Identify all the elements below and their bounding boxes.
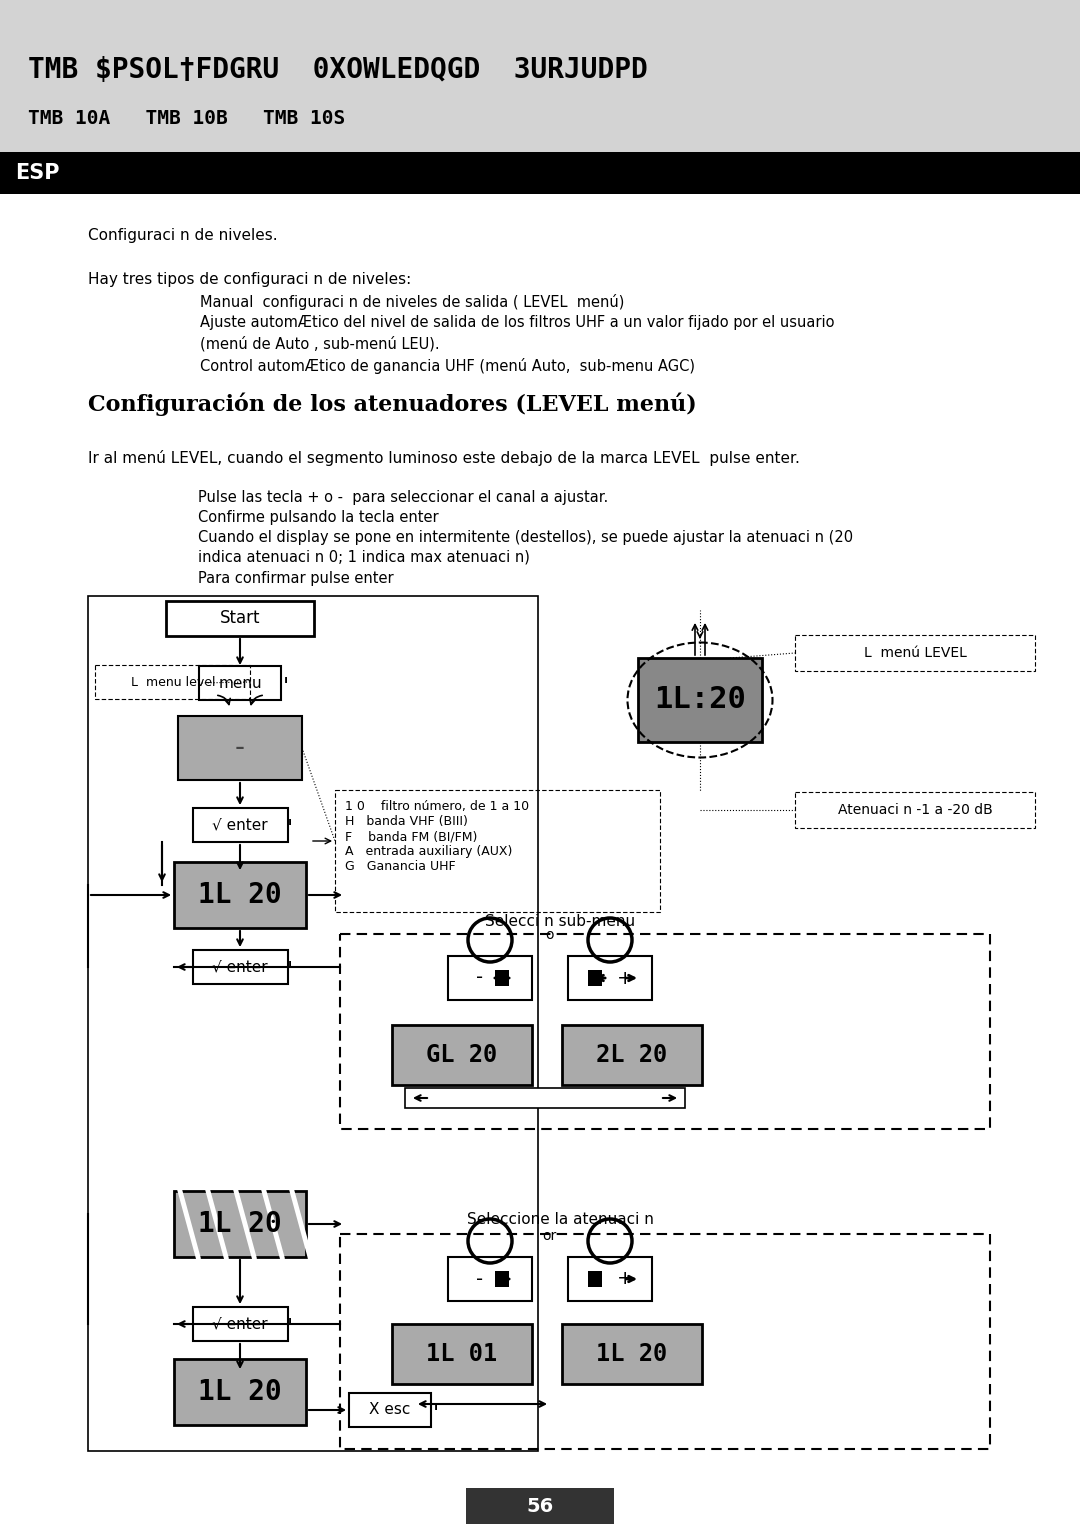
Bar <box>340 935 990 1128</box>
Bar <box>448 956 532 1000</box>
Text: ': ' <box>433 1403 440 1425</box>
Text: Confirme pulsando la tecla enter: Confirme pulsando la tecla enter <box>198 510 438 525</box>
Text: 2L 20: 2L 20 <box>596 1043 667 1067</box>
Text: Hay tres tipos de configuraci n de niveles:: Hay tres tipos de configuraci n de nivel… <box>87 272 411 287</box>
Text: -: - <box>476 1269 484 1289</box>
Text: 1L 20: 1L 20 <box>198 1209 282 1238</box>
Bar <box>795 793 1035 828</box>
Text: 1L 01: 1L 01 <box>427 1342 498 1367</box>
Text: ': ' <box>283 676 289 696</box>
Text: o: o <box>544 928 553 942</box>
Text: 1L 20: 1L 20 <box>596 1342 667 1367</box>
Bar <box>178 716 302 780</box>
Text: L  menu level: L menu level <box>131 675 215 689</box>
Bar <box>568 956 652 1000</box>
Bar <box>588 970 602 986</box>
Text: 1L 20: 1L 20 <box>198 1377 282 1406</box>
Bar <box>174 1359 306 1425</box>
Bar <box>795 635 1035 670</box>
Bar <box>335 789 660 912</box>
Text: TMB $PSOL†FDGRU  0XOWLEDQGD  3URJUDPD: TMB $PSOL†FDGRU 0XOWLEDQGD 3URJUDPD <box>28 56 648 84</box>
Text: GL 20: GL 20 <box>427 1043 498 1067</box>
Bar <box>392 1324 532 1383</box>
Bar <box>495 1270 509 1287</box>
Text: Ajuste automÆtico del nivel de salida de los filtros UHF a un valor fijado por e: Ajuste automÆtico del nivel de salida de… <box>200 315 835 330</box>
Text: 1 0    filtro número, de 1 a 10
H   banda VHF (BIII)
F    banda FM (BI/FM)
A   e: 1 0 filtro número, de 1 a 10 H banda VHF… <box>345 800 529 873</box>
Bar <box>174 863 306 928</box>
Bar <box>340 1234 990 1449</box>
Text: ': ' <box>287 818 293 838</box>
Bar <box>193 808 288 841</box>
Bar <box>0 153 1080 194</box>
Text: -: - <box>476 968 484 988</box>
Text: or: or <box>542 1229 556 1243</box>
Bar <box>193 950 288 983</box>
Bar <box>562 1025 702 1086</box>
Text: ': ' <box>287 1318 293 1338</box>
Bar <box>405 1089 685 1109</box>
Text: Manual  configuraci n de niveles de salida ( LEVEL  menú): Manual configuraci n de niveles de salid… <box>200 295 624 310</box>
Text: √ enter: √ enter <box>212 1316 268 1332</box>
Bar <box>568 1257 652 1301</box>
Text: 1L:20: 1L:20 <box>654 686 746 715</box>
Text: Cuando el display se pone en intermitente (destellos), se puede ajustar la atenu: Cuando el display se pone en intermitent… <box>198 530 853 545</box>
Text: X esc: X esc <box>369 1402 410 1417</box>
Text: Start: Start <box>219 609 260 628</box>
Text: Para confirmar pulse enter: Para confirmar pulse enter <box>198 571 393 586</box>
Bar <box>87 596 538 1451</box>
Bar <box>638 658 762 742</box>
Bar <box>166 602 314 637</box>
Text: Pulse las tecla + o -  para seleccionar el canal a ajustar.: Pulse las tecla + o - para seleccionar e… <box>198 490 608 505</box>
Text: Configuraci n de niveles.: Configuraci n de niveles. <box>87 228 278 243</box>
Text: Ir al menú LEVEL, cuando el segmento luminoso este debajo de la marca LEVEL  pul: Ir al menú LEVEL, cuando el segmento lum… <box>87 450 800 466</box>
Bar <box>0 0 1080 153</box>
Bar <box>392 1025 532 1086</box>
Text: √ enter: √ enter <box>212 959 268 974</box>
Bar <box>448 1257 532 1301</box>
Text: 56: 56 <box>526 1496 554 1515</box>
Bar <box>562 1324 702 1383</box>
Bar <box>174 1191 306 1257</box>
Text: indica atenuaci n 0; 1 indica max atenuaci n): indica atenuaci n 0; 1 indica max atenua… <box>198 550 530 565</box>
Text: L  menú LEVEL: L menú LEVEL <box>864 646 967 660</box>
Bar <box>349 1393 431 1428</box>
Text: TMB 10A   TMB 10B   TMB 10S: TMB 10A TMB 10B TMB 10S <box>28 108 346 127</box>
Text: 1L 20: 1L 20 <box>198 881 282 909</box>
Bar <box>495 970 509 986</box>
Text: +: + <box>617 968 633 988</box>
Bar <box>199 666 281 699</box>
Bar <box>95 664 249 699</box>
Text: (menú de Auto , sub-menú LEU).: (menú de Auto , sub-menú LEU). <box>200 336 440 351</box>
Text: -: - <box>235 734 245 762</box>
Text: Seleccione la atenuaci n: Seleccione la atenuaci n <box>467 1211 653 1226</box>
Bar <box>465 1487 615 1524</box>
Text: Configuración de los atenuadores (LEVEL menú): Configuración de los atenuadores (LEVEL … <box>87 392 697 417</box>
Bar <box>588 1270 602 1287</box>
Text: Control automÆtico de ganancia UHF (menú Auto,  sub-menu AGC): Control automÆtico de ganancia UHF (menú… <box>200 357 696 374</box>
Text: √ enter: √ enter <box>212 817 268 832</box>
Text: menu: menu <box>218 675 261 690</box>
Text: +: + <box>617 1269 633 1289</box>
Bar <box>193 1307 288 1341</box>
Text: Selecci n sub-menu: Selecci n sub-menu <box>485 915 635 930</box>
Text: Atenuaci n -1 a -20 dB: Atenuaci n -1 a -20 dB <box>838 803 993 817</box>
Text: ': ' <box>287 960 293 980</box>
Text: ESP: ESP <box>15 163 59 183</box>
